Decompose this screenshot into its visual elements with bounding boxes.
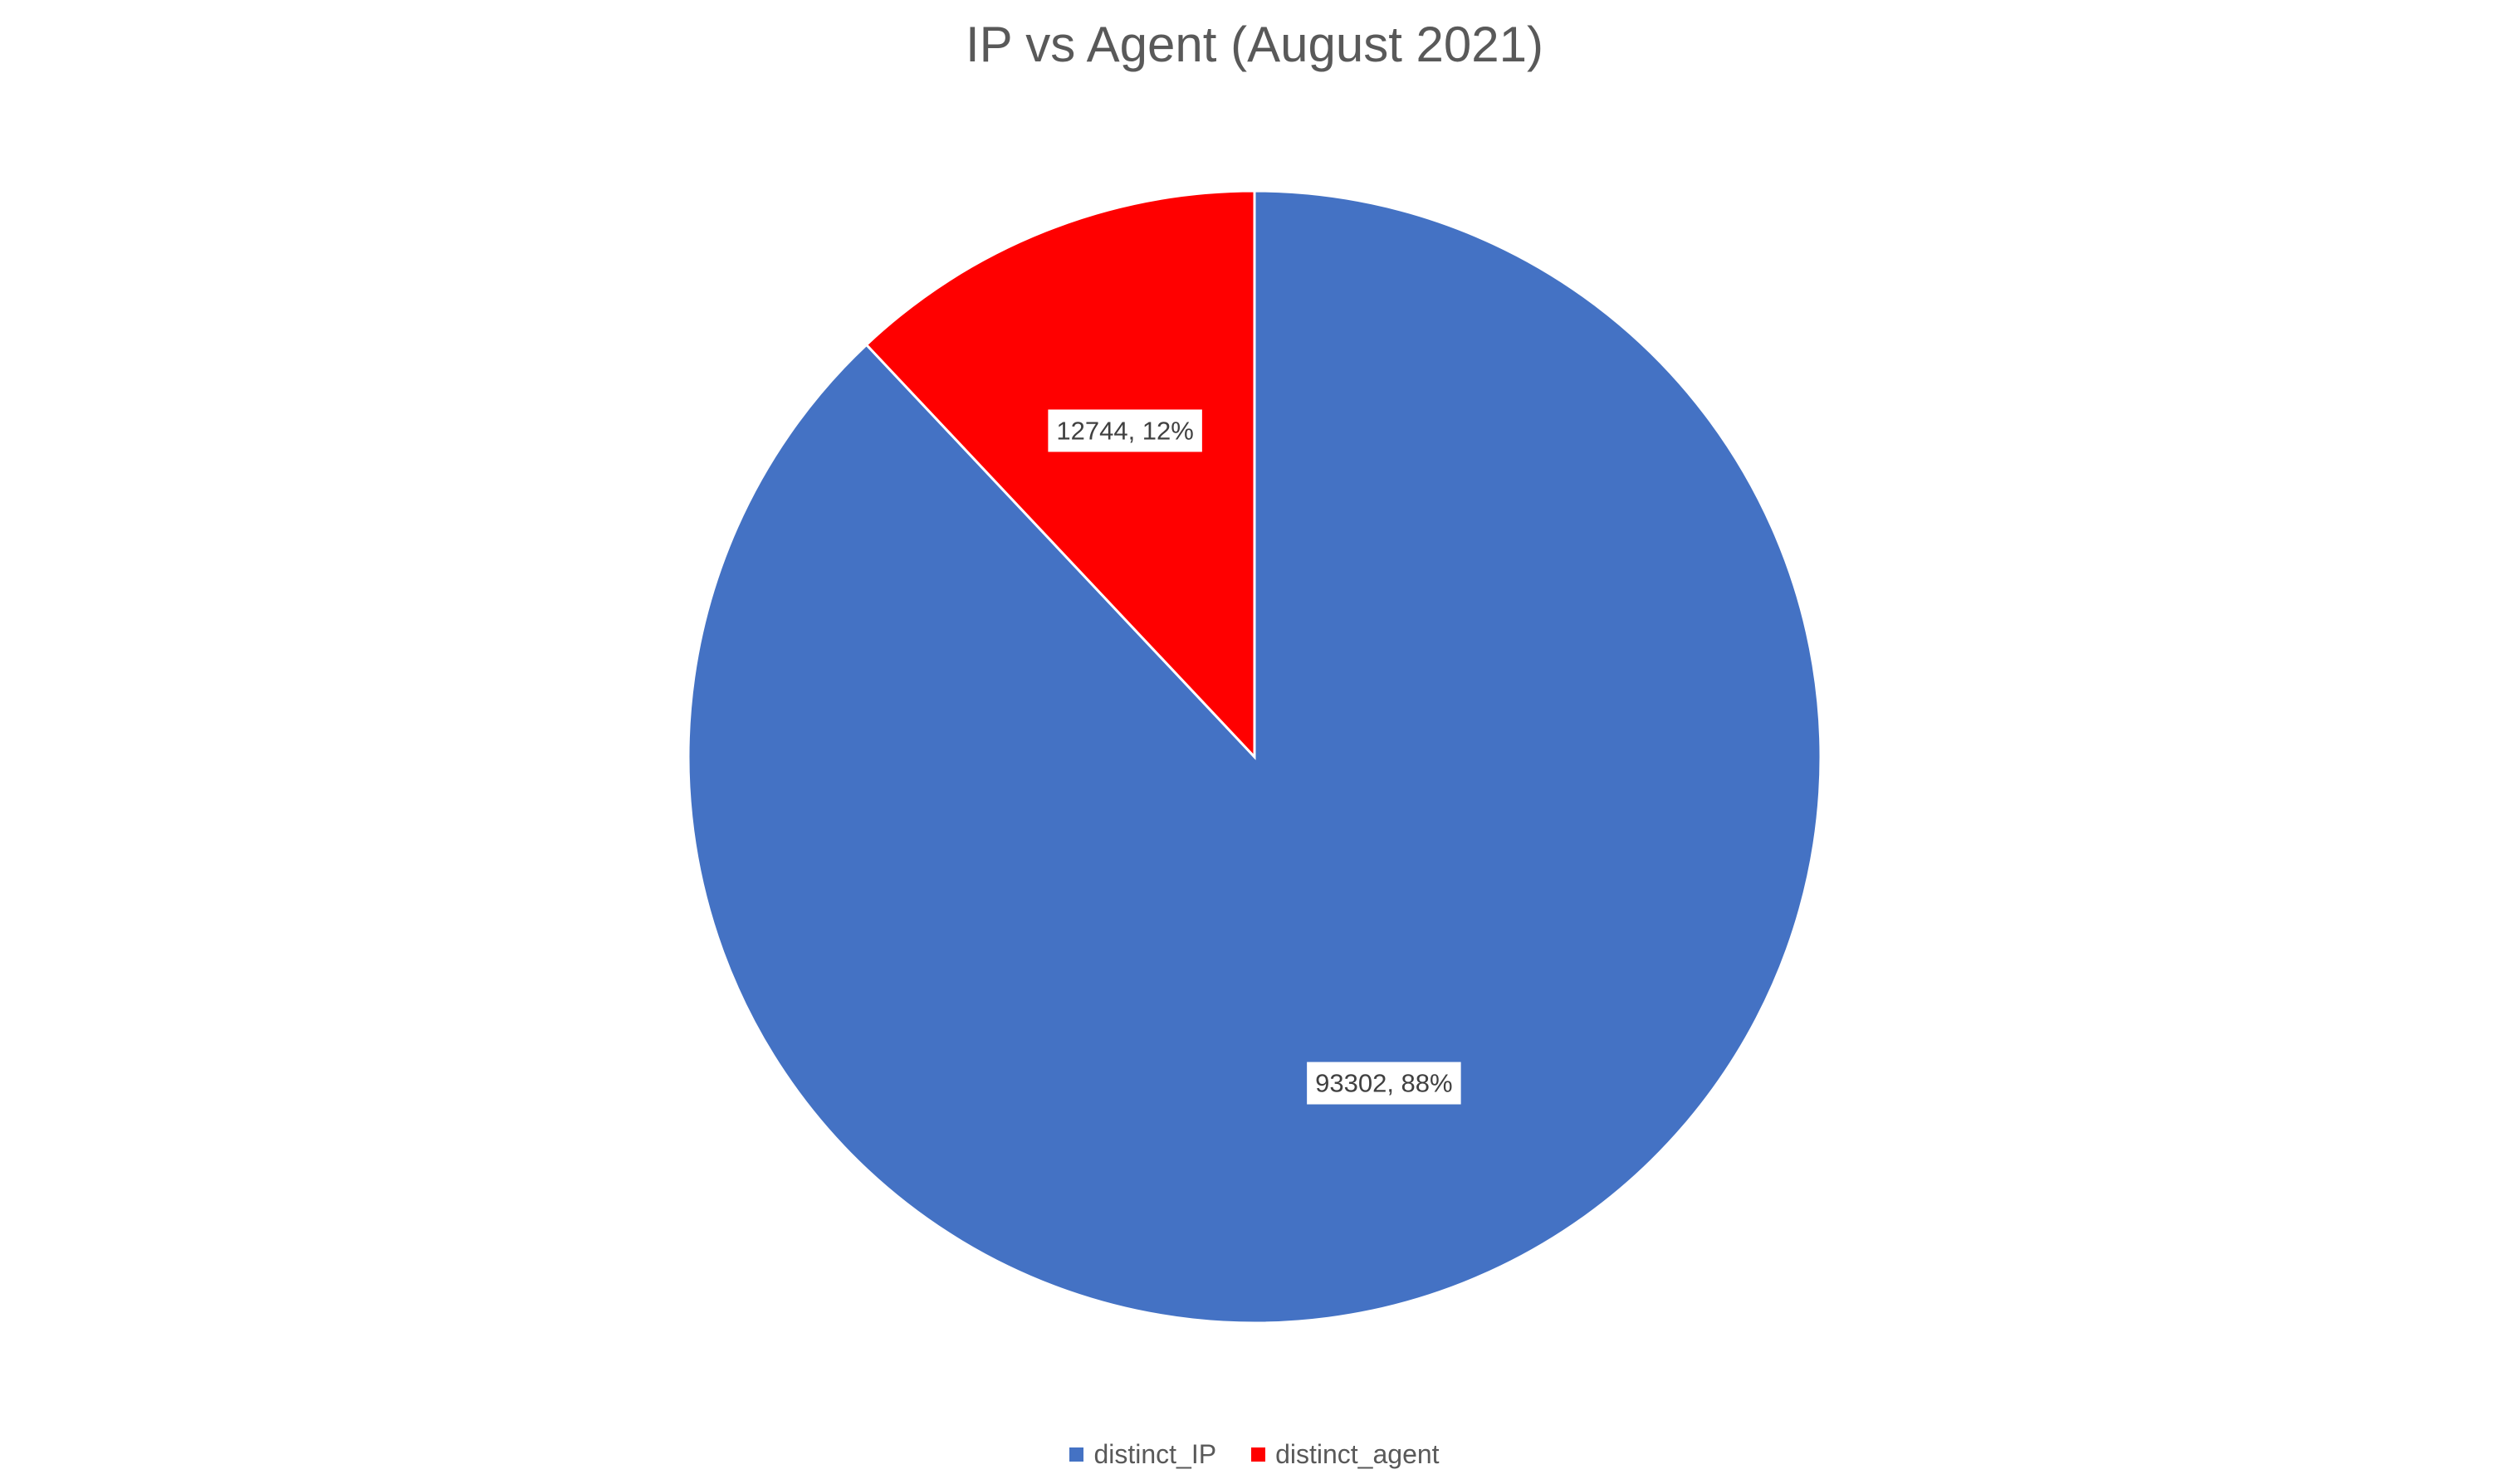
- legend-entry-distinct-ip: distinct_IP: [1069, 1439, 1216, 1470]
- legend-label-distinct-ip: distinct_IP: [1093, 1439, 1217, 1469]
- pie-data-labels: 93302, 88% 12744, 12%: [1048, 409, 1461, 1105]
- chart-title: IP vs Agent (August 2021): [965, 17, 1543, 72]
- legend: distinct_IP distinct_agent: [0, 1439, 2509, 1470]
- legend-label-distinct-agent: distinct_agent: [1275, 1439, 1440, 1469]
- pie-slice-distinct-agent: [864, 189, 1256, 760]
- data-label-background: [1048, 409, 1202, 452]
- legend-entry-distinct-agent: distinct_agent: [1251, 1439, 1440, 1470]
- legend-swatch-distinct-agent: [1251, 1447, 1266, 1462]
- pie-slices: [687, 189, 1822, 1325]
- data-label-distinct-ip: 93302, 88%: [1307, 1062, 1461, 1105]
- legend-swatch-distinct-ip: [1069, 1447, 1084, 1462]
- data-label-text: 93302, 88%: [1315, 1069, 1452, 1098]
- data-label-distinct-agent: 12744, 12%: [1048, 409, 1202, 452]
- data-label-background: [1307, 1062, 1461, 1105]
- data-label-text: 12744, 12%: [1056, 416, 1193, 445]
